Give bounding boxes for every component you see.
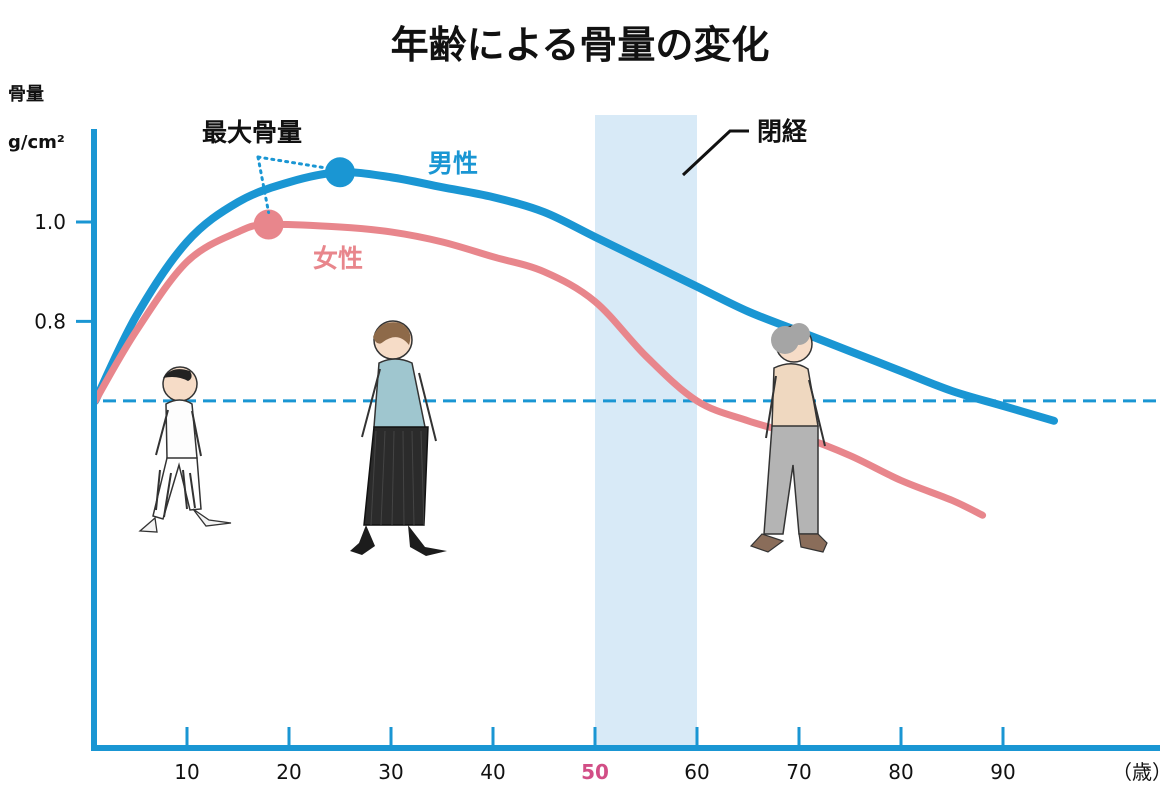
y-tick-label-0-8: 0.8 <box>34 309 66 333</box>
x-tick-label-60: 60 <box>684 760 709 784</box>
menopause-band <box>595 115 697 748</box>
peak-connector-female <box>256 155 271 214</box>
chart-title: 年齢による骨量の変化 <box>391 23 770 67</box>
menopause-label: 閉経 <box>757 117 808 146</box>
y-tick-label-1: 1.0 <box>34 210 66 234</box>
series-line-female <box>91 220 987 519</box>
peak-label: 最大骨量 <box>202 118 302 147</box>
peak-connector-male <box>256 155 330 170</box>
x-tick-label-20: 20 <box>276 760 301 784</box>
x-tick-label-80: 80 <box>888 760 913 784</box>
x-tick-label-10: 10 <box>174 760 199 784</box>
menopause-pointer-line <box>681 129 749 177</box>
series-label-female: 女性 <box>313 244 363 273</box>
x-tick-label-50: 50 <box>581 760 609 784</box>
series-peak-marker-female <box>253 209 284 240</box>
x-tick-label-30: 30 <box>378 760 403 784</box>
series-peak-marker-male <box>325 157 355 188</box>
woman-walking-illustration <box>350 320 447 556</box>
series-line-male <box>91 168 1058 425</box>
series-label-male: 男性 <box>428 149 478 178</box>
elderly-woman-walking-illustration <box>749 323 828 553</box>
x-tick-label-70: 70 <box>786 760 811 784</box>
y-axis-label: 骨量 <box>8 83 44 105</box>
y-axis-unit: g/cm² <box>8 132 65 153</box>
child-walking-illustration <box>138 366 232 533</box>
x-tick-label-90: 90 <box>990 760 1015 784</box>
x-tick-label-40: 40 <box>480 760 505 784</box>
x-axis-unit: （歳） <box>1112 760 1160 784</box>
